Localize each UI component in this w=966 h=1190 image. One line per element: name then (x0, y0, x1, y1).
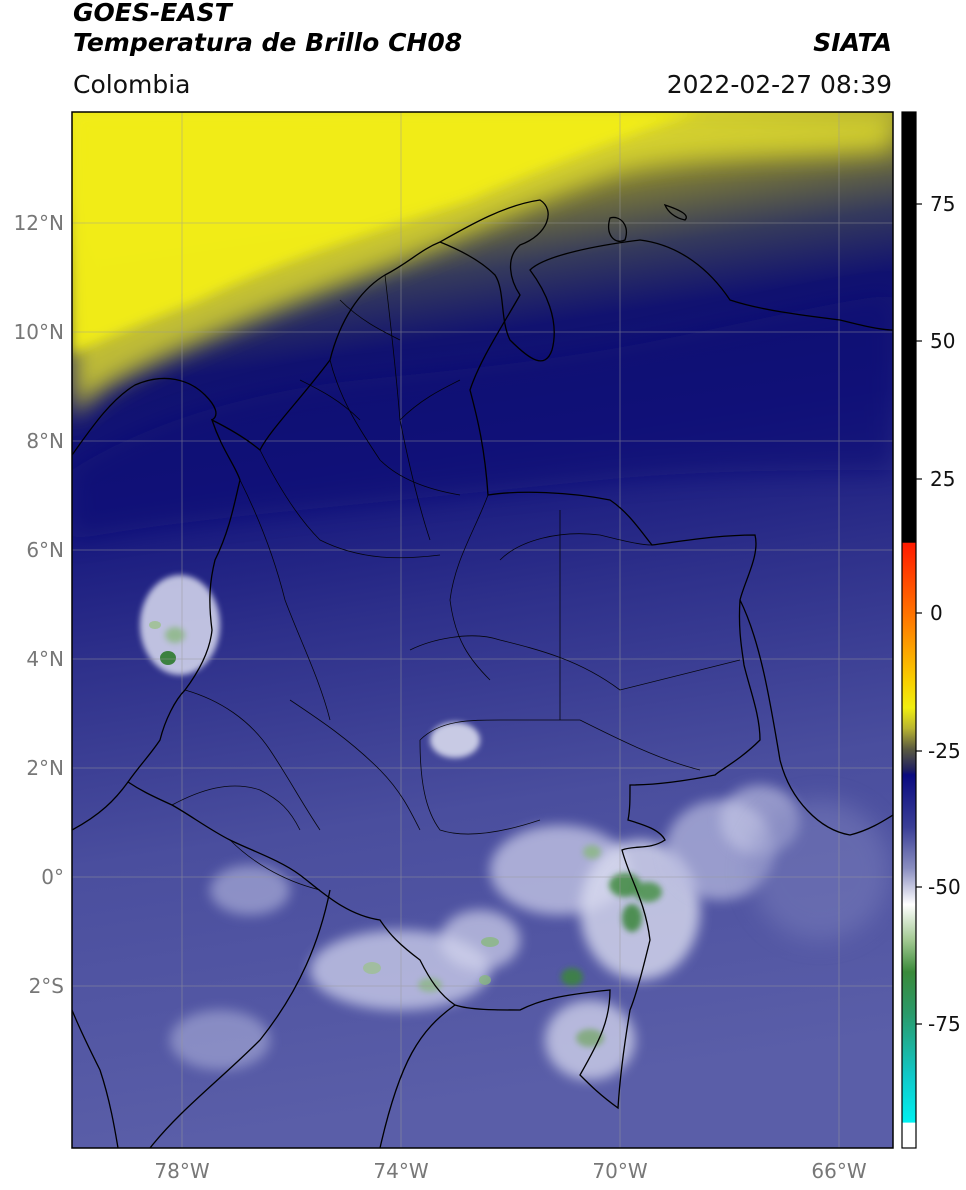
colorbar-gradient (902, 112, 916, 1148)
lat-tick-label: 8°N (26, 429, 64, 453)
lon-tick-label: 66°W (811, 1159, 866, 1183)
colorbar-tick-label: -25 (928, 739, 961, 763)
timestamp-label: 2022-02-27 08:39 (666, 70, 892, 99)
lon-tick-label: 74°W (373, 1159, 428, 1183)
lat-tick-label: 6°N (26, 538, 64, 562)
lat-tick-label: 2°S (29, 974, 64, 998)
satellite-image (72, 112, 893, 1148)
lon-tick-labels: 78°W 74°W 70°W 66°W (154, 1159, 866, 1183)
colorbar-tick-label: 25 (930, 467, 955, 491)
lat-tick-labels: 12°N 10°N 8°N 6°N 4°N 2°N 0° 2°S (14, 211, 64, 998)
lat-tick-label: 2°N (26, 756, 64, 780)
colorbar-tick-label: -75 (928, 1012, 961, 1036)
colorbar-tick-label: 75 (930, 192, 955, 216)
lat-tick-label: 10°N (14, 320, 64, 344)
satellite-title: GOES-EAST (73, 0, 232, 27)
colorbar-tick-label: 50 (930, 329, 955, 353)
department-borders (171, 274, 741, 891)
colorbar-tick-label: -50 (928, 875, 961, 899)
colorbar-ticks (916, 203, 922, 1025)
product-title: Temperatura de Brillo CH08 (73, 28, 463, 57)
colorbar-frame (901, 111, 917, 1149)
lat-tick-label: 4°N (26, 647, 64, 671)
colorbar: 75 50 25 0 -25 -50 -75 (901, 111, 961, 1149)
lon-tick-label: 70°W (592, 1159, 647, 1183)
graticule (72, 112, 893, 1148)
lon-tick-label: 78°W (154, 1159, 209, 1183)
map-frame (71, 111, 894, 1149)
organization-label: SIATA (813, 28, 892, 57)
coastlines-borders (72, 199, 893, 1148)
colorbar-tick-label: 0 (930, 601, 943, 625)
region-label: Colombia (73, 70, 191, 99)
lat-tick-label: 0° (41, 865, 64, 889)
lat-tick-label: 12°N (14, 211, 64, 235)
